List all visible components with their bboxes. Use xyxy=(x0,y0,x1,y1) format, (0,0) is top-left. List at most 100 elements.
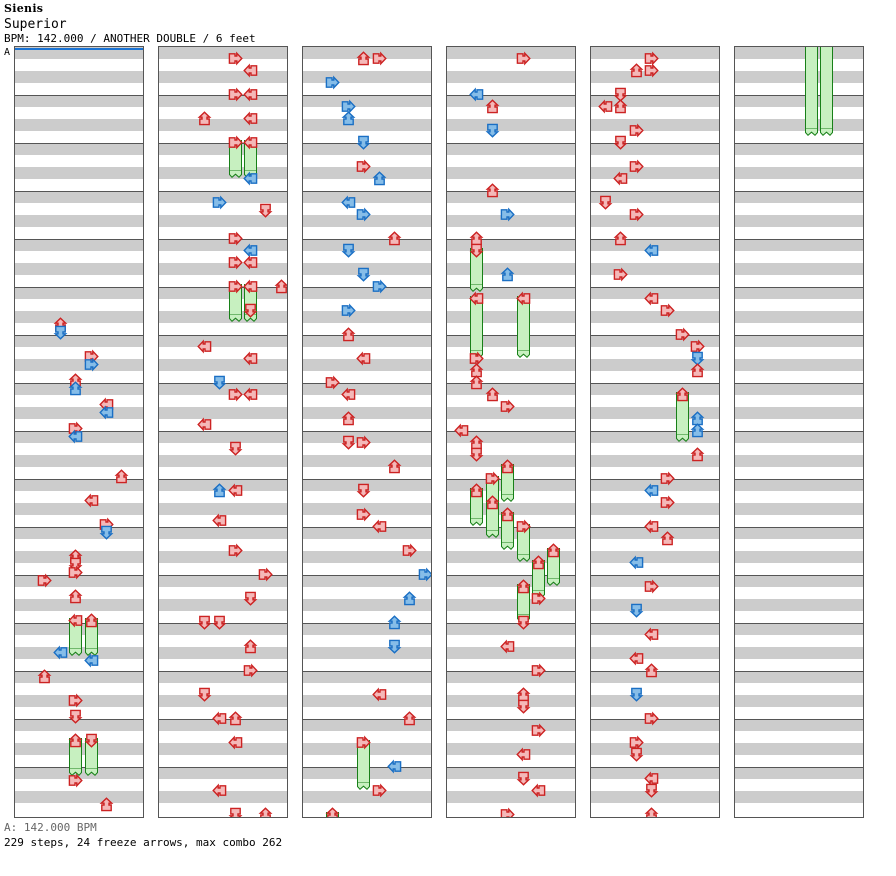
note-arrow-right[interactable] xyxy=(530,662,547,679)
note-arrow-left[interactable] xyxy=(628,650,645,667)
note-arrow-right[interactable] xyxy=(659,302,676,319)
note-arrow-right[interactable] xyxy=(257,566,274,583)
note-arrow-left[interactable] xyxy=(98,404,115,421)
note-arrow-up[interactable] xyxy=(113,468,130,485)
note-arrow-down[interactable] xyxy=(340,242,357,259)
note-arrow-right[interactable] xyxy=(499,206,516,223)
freeze-arrow-head-down[interactable] xyxy=(468,242,485,259)
chart-column-3[interactable] xyxy=(302,46,432,818)
note-arrow-right[interactable] xyxy=(227,542,244,559)
note-arrow-left[interactable] xyxy=(242,62,259,79)
note-arrow-left[interactable] xyxy=(211,782,228,799)
note-arrow-up[interactable] xyxy=(689,422,706,439)
freeze-arrow-body[interactable] xyxy=(516,296,530,350)
note-arrow-up[interactable] xyxy=(227,710,244,727)
freeze-arrow-body[interactable] xyxy=(804,47,818,128)
note-arrow-left[interactable] xyxy=(340,194,357,211)
note-arrow-right[interactable] xyxy=(612,266,629,283)
note-arrow-left[interactable] xyxy=(52,644,69,661)
note-arrow-left[interactable] xyxy=(242,254,259,271)
freeze-arrow-head-up[interactable] xyxy=(674,386,691,403)
note-arrow-right[interactable] xyxy=(643,62,660,79)
note-arrow-right[interactable] xyxy=(227,50,244,67)
note-arrow-up[interactable] xyxy=(257,806,274,817)
freeze-arrow-body[interactable] xyxy=(820,47,833,128)
note-arrow-left[interactable] xyxy=(340,386,357,403)
note-arrow-left[interactable] xyxy=(499,638,516,655)
note-arrow-up[interactable] xyxy=(340,110,357,127)
note-arrow-right[interactable] xyxy=(324,374,341,391)
chart-column-4[interactable] xyxy=(446,46,576,818)
note-arrow-up[interactable] xyxy=(659,530,676,547)
freeze-arrow-head-up[interactable] xyxy=(530,554,547,571)
note-arrow-right[interactable] xyxy=(36,572,53,589)
freeze-arrow-head-up[interactable] xyxy=(515,578,532,595)
note-arrow-down[interactable] xyxy=(628,686,645,703)
freeze-arrow-head-left[interactable] xyxy=(67,612,84,629)
freeze-arrow-body[interactable] xyxy=(676,392,689,434)
note-arrow-down[interactable] xyxy=(227,440,244,457)
note-arrow-left[interactable] xyxy=(643,482,660,499)
freeze-arrow-head-right[interactable] xyxy=(227,134,244,151)
note-arrow-down[interactable] xyxy=(597,194,614,211)
note-arrow-left[interactable] xyxy=(453,422,470,439)
note-arrow-right[interactable] xyxy=(530,722,547,739)
note-arrow-up[interactable] xyxy=(98,796,115,813)
freeze-arrow-head-left[interactable] xyxy=(468,290,485,307)
note-arrow-up[interactable] xyxy=(689,446,706,463)
note-arrow-up[interactable] xyxy=(499,266,516,283)
note-arrow-up[interactable] xyxy=(401,590,418,607)
freeze-arrow-head-right[interactable] xyxy=(355,734,372,751)
note-arrow-up[interactable] xyxy=(484,182,501,199)
freeze-arrow-body[interactable] xyxy=(470,248,484,284)
note-arrow-right[interactable] xyxy=(355,158,372,175)
freeze-arrow-head-up[interactable] xyxy=(324,806,341,817)
note-arrow-up[interactable] xyxy=(196,110,213,127)
chart-column-5[interactable] xyxy=(590,46,720,818)
note-arrow-right[interactable] xyxy=(628,734,645,751)
note-arrow-up[interactable] xyxy=(386,230,403,247)
note-arrow-right[interactable] xyxy=(417,566,431,583)
freeze-arrow-body[interactable] xyxy=(84,738,98,768)
note-arrow-down[interactable] xyxy=(52,324,69,341)
note-arrow-left[interactable] xyxy=(67,428,84,445)
note-arrow-up[interactable] xyxy=(612,98,629,115)
note-arrow-left[interactable] xyxy=(643,290,660,307)
note-arrow-down[interactable] xyxy=(643,782,660,799)
note-arrow-right[interactable] xyxy=(67,692,84,709)
note-arrow-right[interactable] xyxy=(355,506,372,523)
note-arrow-up[interactable] xyxy=(484,98,501,115)
note-arrow-down[interactable] xyxy=(257,202,274,219)
note-arrow-up[interactable] xyxy=(273,278,287,295)
note-arrow-left[interactable] xyxy=(242,86,259,103)
note-arrow-up[interactable] xyxy=(340,410,357,427)
note-arrow-right[interactable] xyxy=(401,542,418,559)
note-arrow-up[interactable] xyxy=(211,482,228,499)
note-arrow-up[interactable] xyxy=(401,710,418,727)
note-arrow-right[interactable] xyxy=(340,302,357,319)
note-arrow-left[interactable] xyxy=(371,518,388,535)
note-arrow-left[interactable] xyxy=(628,554,645,571)
note-arrow-down[interactable] xyxy=(211,374,228,391)
note-arrow-right[interactable] xyxy=(355,434,372,451)
note-arrow-up[interactable] xyxy=(67,588,84,605)
note-arrow-left[interactable] xyxy=(643,770,660,787)
note-arrow-left[interactable] xyxy=(597,98,614,115)
note-arrow-down[interactable] xyxy=(386,638,403,655)
note-arrow-left[interactable] xyxy=(530,782,547,799)
note-arrow-right[interactable] xyxy=(674,326,691,343)
note-arrow-left[interactable] xyxy=(643,626,660,643)
note-arrow-down[interactable] xyxy=(196,686,213,703)
note-arrow-left[interactable] xyxy=(83,652,100,669)
note-arrow-down[interactable] xyxy=(355,482,372,499)
note-arrow-right[interactable] xyxy=(371,50,388,67)
note-arrow-up[interactable] xyxy=(643,662,660,679)
note-arrow-left[interactable] xyxy=(355,350,372,367)
freeze-arrow-head-left[interactable] xyxy=(242,134,259,151)
note-arrow-up[interactable] xyxy=(484,386,501,403)
freeze-arrow-body[interactable] xyxy=(470,296,484,350)
note-arrow-right[interactable] xyxy=(499,398,516,415)
note-arrow-up[interactable] xyxy=(355,50,372,67)
note-arrow-right[interactable] xyxy=(227,86,244,103)
note-arrow-up[interactable] xyxy=(468,374,485,391)
